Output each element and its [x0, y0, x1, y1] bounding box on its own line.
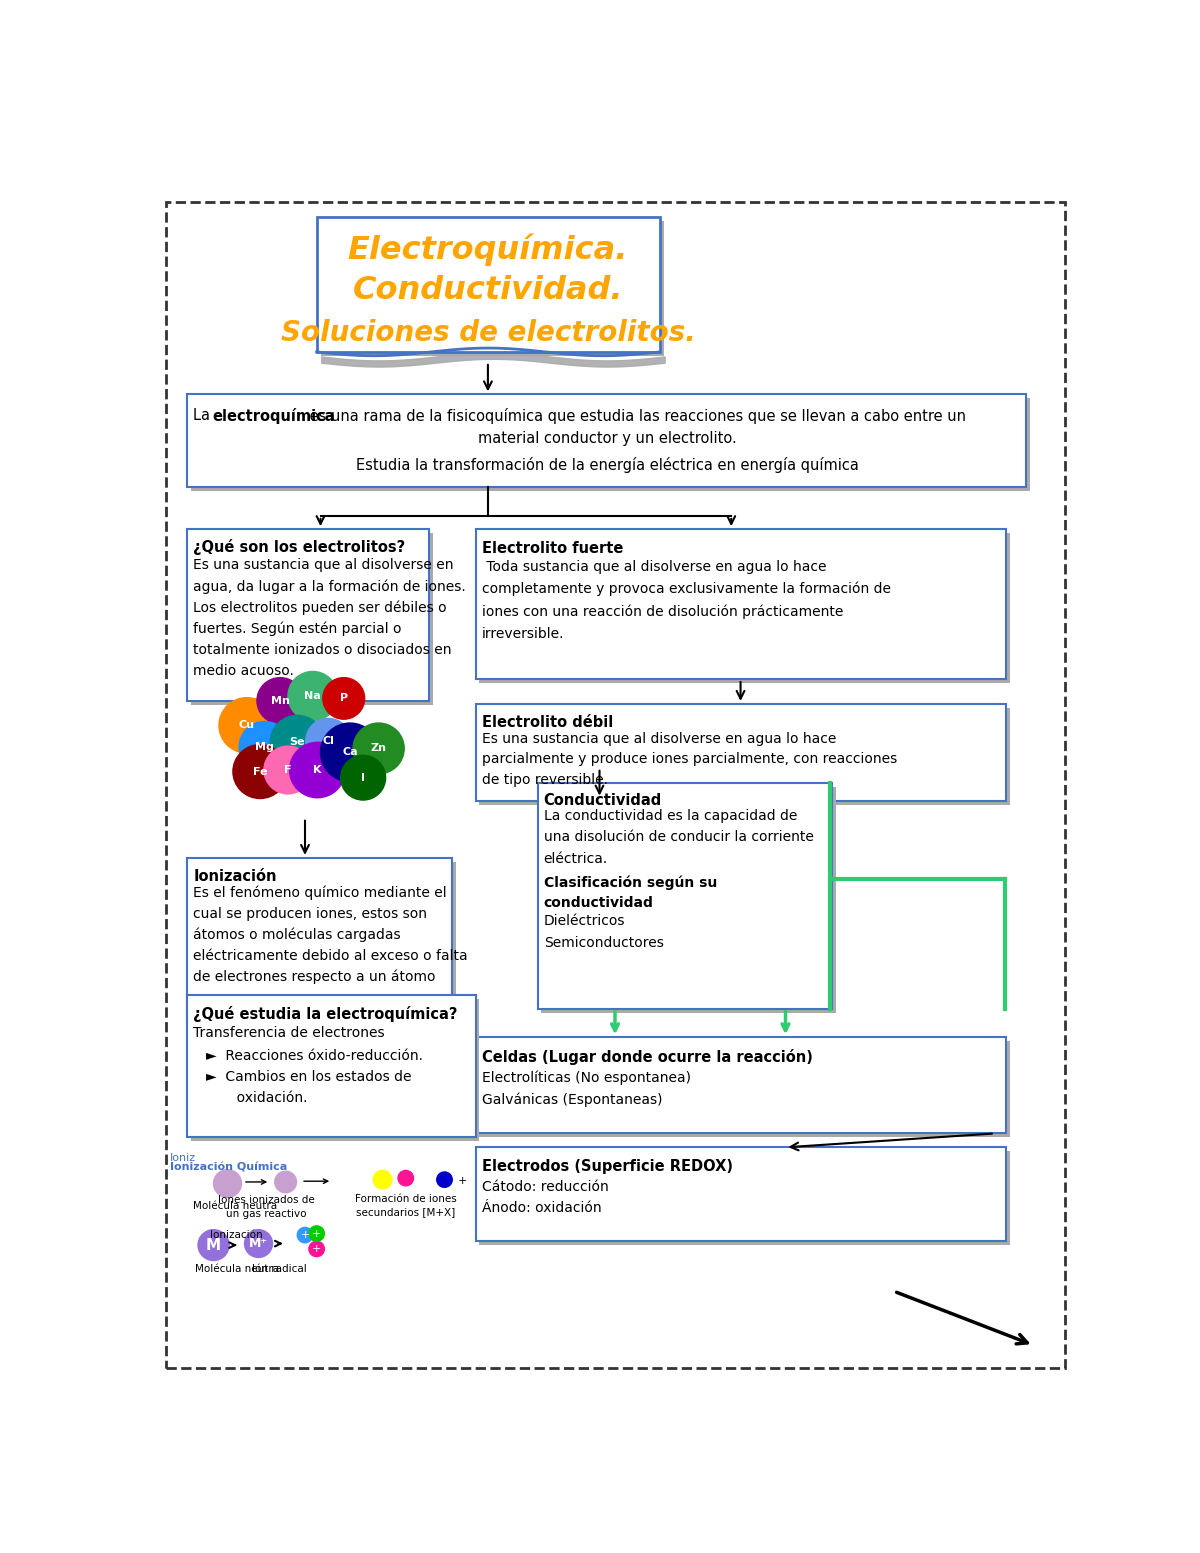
Text: Toda sustancia que al disolverse en agua lo hace
completamente y provoca exclusi: Toda sustancia que al disolverse en agua… — [481, 559, 890, 640]
Text: Ión radical: Ión radical — [252, 1264, 307, 1275]
Text: P: P — [340, 693, 348, 704]
Text: Soluciones de electrolitos.: Soluciones de electrolitos. — [281, 318, 695, 346]
Text: Na: Na — [305, 691, 322, 700]
Circle shape — [341, 755, 385, 800]
Text: ¿Qué son los electrolitos?: ¿Qué son los electrolitos? — [193, 539, 406, 554]
Text: Es una sustancia que al disolverse en agua lo hace
parcialmente y produce iones : Es una sustancia que al disolverse en ag… — [481, 731, 896, 787]
Text: material conductor y un electrolito.: material conductor y un electrolito. — [478, 432, 737, 446]
Text: Molécula neutra: Molécula neutra — [194, 1264, 280, 1275]
Text: +: + — [312, 1228, 322, 1239]
Circle shape — [245, 1230, 272, 1258]
Text: Electrolíticas (No espontanea)
Galvánicas (Espontaneas): Electrolíticas (No espontanea) Galvánica… — [481, 1070, 691, 1107]
Circle shape — [257, 677, 304, 724]
Circle shape — [437, 1173, 452, 1188]
Circle shape — [270, 716, 324, 769]
Text: Se: Se — [289, 738, 305, 747]
Text: Celdas (Lugar donde ocurre la reacción): Celdas (Lugar donde ocurre la reacción) — [481, 1048, 812, 1065]
Circle shape — [353, 724, 404, 773]
Text: Electroquímica.: Electroquímica. — [348, 233, 628, 266]
Text: Cátodo: reducción
Ánodo: oxidación: Cátodo: reducción Ánodo: oxidación — [481, 1180, 608, 1216]
Text: M⁺: M⁺ — [250, 1238, 268, 1250]
FancyBboxPatch shape — [191, 999, 479, 1141]
Text: electroquímica: electroquímica — [212, 408, 335, 424]
Circle shape — [198, 1230, 229, 1261]
Text: Cl: Cl — [323, 736, 334, 745]
Text: F: F — [284, 766, 292, 775]
Text: ►  Cambios en los estados de
       oxidación.: ► Cambios en los estados de oxidación. — [206, 1070, 412, 1104]
Circle shape — [398, 1171, 414, 1186]
FancyBboxPatch shape — [479, 708, 1010, 804]
FancyBboxPatch shape — [191, 398, 1030, 491]
Text: Formación de iones
secundarios [M+X]: Formación de iones secundarios [M+X] — [355, 1194, 457, 1218]
Circle shape — [214, 1169, 241, 1197]
Text: Iones ionizados de
un gas reactivo: Iones ionizados de un gas reactivo — [218, 1196, 314, 1219]
Text: Clasificación según su
conductividad: Clasificación según su conductividad — [544, 876, 716, 910]
Text: Electrolito débil: Electrolito débil — [481, 714, 613, 730]
Text: Ca: Ca — [342, 747, 358, 758]
Circle shape — [298, 1227, 313, 1242]
Text: Fe: Fe — [253, 767, 268, 776]
Text: La: La — [193, 408, 215, 422]
Circle shape — [218, 697, 275, 753]
FancyBboxPatch shape — [541, 787, 836, 1013]
FancyBboxPatch shape — [187, 857, 452, 1019]
FancyBboxPatch shape — [320, 221, 664, 356]
Text: Electrolito fuerte: Electrolito fuerte — [481, 540, 623, 556]
FancyBboxPatch shape — [191, 533, 433, 705]
Text: Mg: Mg — [256, 742, 274, 752]
Text: Ioniz: Ioniz — [170, 1152, 197, 1163]
Circle shape — [306, 719, 350, 763]
Circle shape — [320, 724, 379, 781]
Text: Dieléctricos
Semiconductores: Dieléctricos Semiconductores — [544, 915, 664, 950]
Text: Ionización Química: Ionización Química — [170, 1163, 288, 1173]
Text: ¿Qué estudia la electroquímica?: ¿Qué estudia la electroquímica? — [193, 1006, 458, 1022]
FancyBboxPatch shape — [475, 704, 1007, 801]
Text: Es el fenómeno químico mediante el
cual se producen iones, estos son
átomos o mo: Es el fenómeno químico mediante el cual … — [193, 885, 468, 985]
Text: Transferencia de electrones: Transferencia de electrones — [193, 1025, 385, 1039]
FancyBboxPatch shape — [479, 1151, 1010, 1246]
Circle shape — [233, 744, 287, 798]
FancyBboxPatch shape — [475, 1148, 1007, 1241]
Circle shape — [308, 1241, 324, 1256]
FancyBboxPatch shape — [475, 530, 1007, 679]
Text: Ionización: Ionización — [193, 868, 277, 884]
Text: Es una sustancia que al disolverse en
agua, da lugar a la formación de iones.
Lo: Es una sustancia que al disolverse en ag… — [193, 558, 466, 677]
FancyBboxPatch shape — [187, 530, 430, 700]
Circle shape — [373, 1171, 391, 1190]
Text: Molécula neutra: Molécula neutra — [193, 1200, 277, 1211]
Text: M: M — [206, 1238, 221, 1253]
Text: es una rama de la fisicoquímica que estudia las reacciones que se llevan a cabo : es una rama de la fisicoquímica que estu… — [305, 408, 966, 424]
Circle shape — [288, 671, 337, 721]
Circle shape — [275, 1171, 296, 1193]
Text: +: + — [300, 1230, 310, 1241]
Text: Mn: Mn — [271, 696, 289, 705]
Text: Estudia la transformación de la energía eléctrica en energía química: Estudia la transformación de la energía … — [356, 458, 859, 474]
Circle shape — [239, 722, 290, 772]
Text: Conductividad: Conductividad — [544, 794, 662, 808]
Circle shape — [308, 1225, 324, 1241]
Text: Electrodos (Superficie REDOX): Electrodos (Superficie REDOX) — [481, 1159, 733, 1174]
Text: ►  Reacciones óxido-reducción.: ► Reacciones óxido-reducción. — [206, 1048, 422, 1062]
FancyBboxPatch shape — [479, 533, 1010, 683]
Text: K: K — [313, 766, 322, 775]
FancyBboxPatch shape — [317, 217, 660, 353]
Text: Ionización: Ionización — [210, 1230, 263, 1239]
Circle shape — [323, 677, 365, 719]
Text: +: + — [312, 1244, 322, 1253]
FancyBboxPatch shape — [187, 394, 1026, 486]
Text: Zn: Zn — [371, 744, 386, 753]
Circle shape — [264, 745, 312, 794]
FancyBboxPatch shape — [538, 783, 832, 1009]
Circle shape — [289, 742, 346, 798]
Text: Cu: Cu — [239, 721, 254, 730]
Text: La conductividad es la capacidad de
una disolución de conducir la corriente
eléc: La conductividad es la capacidad de una … — [544, 809, 814, 867]
Text: Conductividad.: Conductividad. — [353, 275, 623, 306]
FancyBboxPatch shape — [187, 995, 475, 1137]
Text: I: I — [361, 773, 365, 783]
FancyBboxPatch shape — [475, 1037, 1007, 1134]
FancyBboxPatch shape — [479, 1041, 1010, 1137]
FancyBboxPatch shape — [191, 862, 456, 1023]
Text: +: + — [457, 1176, 467, 1186]
